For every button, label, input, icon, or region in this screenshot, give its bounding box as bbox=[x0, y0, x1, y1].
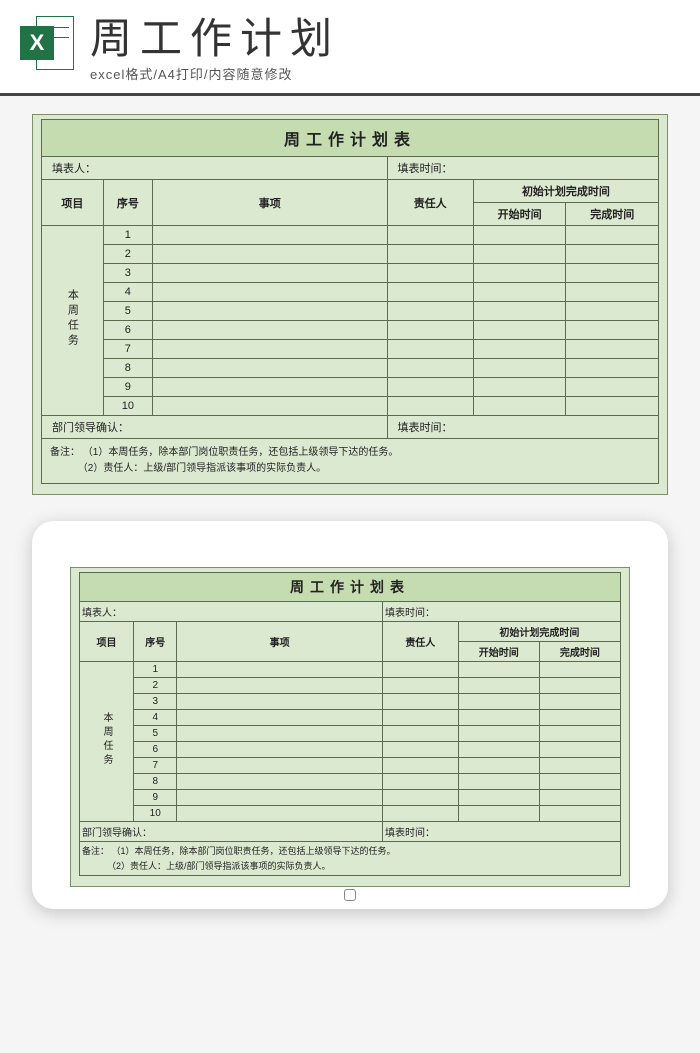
col-plan-time: 初始计划完成时间 bbox=[473, 180, 658, 203]
table-row: 10 bbox=[42, 397, 659, 416]
col-project: 项目 bbox=[42, 180, 104, 226]
tablet-mockup: 周工作计划表 填表人： 填表时间： 项目 序号 事项 责任人 初始计划完成时间 … bbox=[32, 521, 668, 909]
table-row: 5 bbox=[42, 302, 659, 321]
table-title: 周工作计划表 bbox=[42, 120, 659, 157]
filler-label: 填表人： bbox=[42, 157, 388, 180]
plan-table-small: 周工作计划表 填表人： 填表时间： 项目 序号 事项 责任人 初始计划完成时间 … bbox=[79, 572, 621, 876]
col-item: 事项 bbox=[153, 180, 387, 226]
table-footer-row: 部门领导确认： 填表时间： bbox=[42, 416, 659, 439]
project-label-cell: 本周任务 bbox=[42, 226, 104, 416]
excel-icon: X bbox=[20, 16, 74, 70]
plan-table: 周工作计划表 填表人： 填表时间： 项目 序号 事项 责任人 初始计划完成时间 … bbox=[41, 119, 659, 484]
sheet-preview-small: 周工作计划表 填表人： 填表时间： 项目 序号 事项 责任人 初始计划完成时间 … bbox=[70, 567, 630, 887]
table-row: 3 bbox=[42, 264, 659, 283]
fill-time-label: 填表时间： bbox=[387, 157, 659, 180]
table-row: 8 bbox=[42, 359, 659, 378]
table-row: 本周任务 1 bbox=[42, 226, 659, 245]
table-row: 9 bbox=[42, 378, 659, 397]
col-seq: 序号 bbox=[103, 180, 152, 226]
table-row: 6 bbox=[42, 321, 659, 340]
sheet-preview-large: 周工作计划表 填表人： 填表时间： 项目 序号 事项 责任人 初始计划完成时间 … bbox=[32, 114, 668, 495]
table-meta-row: 填表人： 填表时间： bbox=[42, 157, 659, 180]
table-notes-row: 备注： （1）本周任务，除本部门岗位职责任务，还包括上级领导下达的任务。 （2）… bbox=[42, 439, 659, 484]
table-row: 4 bbox=[42, 283, 659, 302]
page-subtitle: excel格式/A4打印/内容随意修改 bbox=[90, 64, 680, 83]
table-title-row: 周工作计划表 bbox=[42, 120, 659, 157]
seq-cell: 1 bbox=[103, 226, 152, 245]
footer-fill-time: 填表时间： bbox=[387, 416, 659, 439]
excel-badge-letter: X bbox=[20, 26, 54, 60]
col-start: 开始时间 bbox=[473, 203, 566, 226]
confirm-label: 部门领导确认： bbox=[42, 416, 388, 439]
page-title: 周工作计划 bbox=[90, 16, 680, 62]
table-row: 2 bbox=[42, 245, 659, 264]
header-text-block: 周工作计划 excel格式/A4打印/内容随意修改 bbox=[90, 16, 680, 83]
col-owner: 责任人 bbox=[387, 180, 473, 226]
tablet-home-button bbox=[344, 889, 356, 901]
table-header-row-1: 项目 序号 事项 责任人 初始计划完成时间 bbox=[42, 180, 659, 203]
notes-cell: 备注： （1）本周任务，除本部门岗位职责任务，还包括上级领导下达的任务。 （2）… bbox=[42, 439, 659, 484]
page-header: X 周工作计划 excel格式/A4打印/内容随意修改 bbox=[0, 0, 700, 96]
table-row: 7 bbox=[42, 340, 659, 359]
col-end: 完成时间 bbox=[566, 203, 659, 226]
